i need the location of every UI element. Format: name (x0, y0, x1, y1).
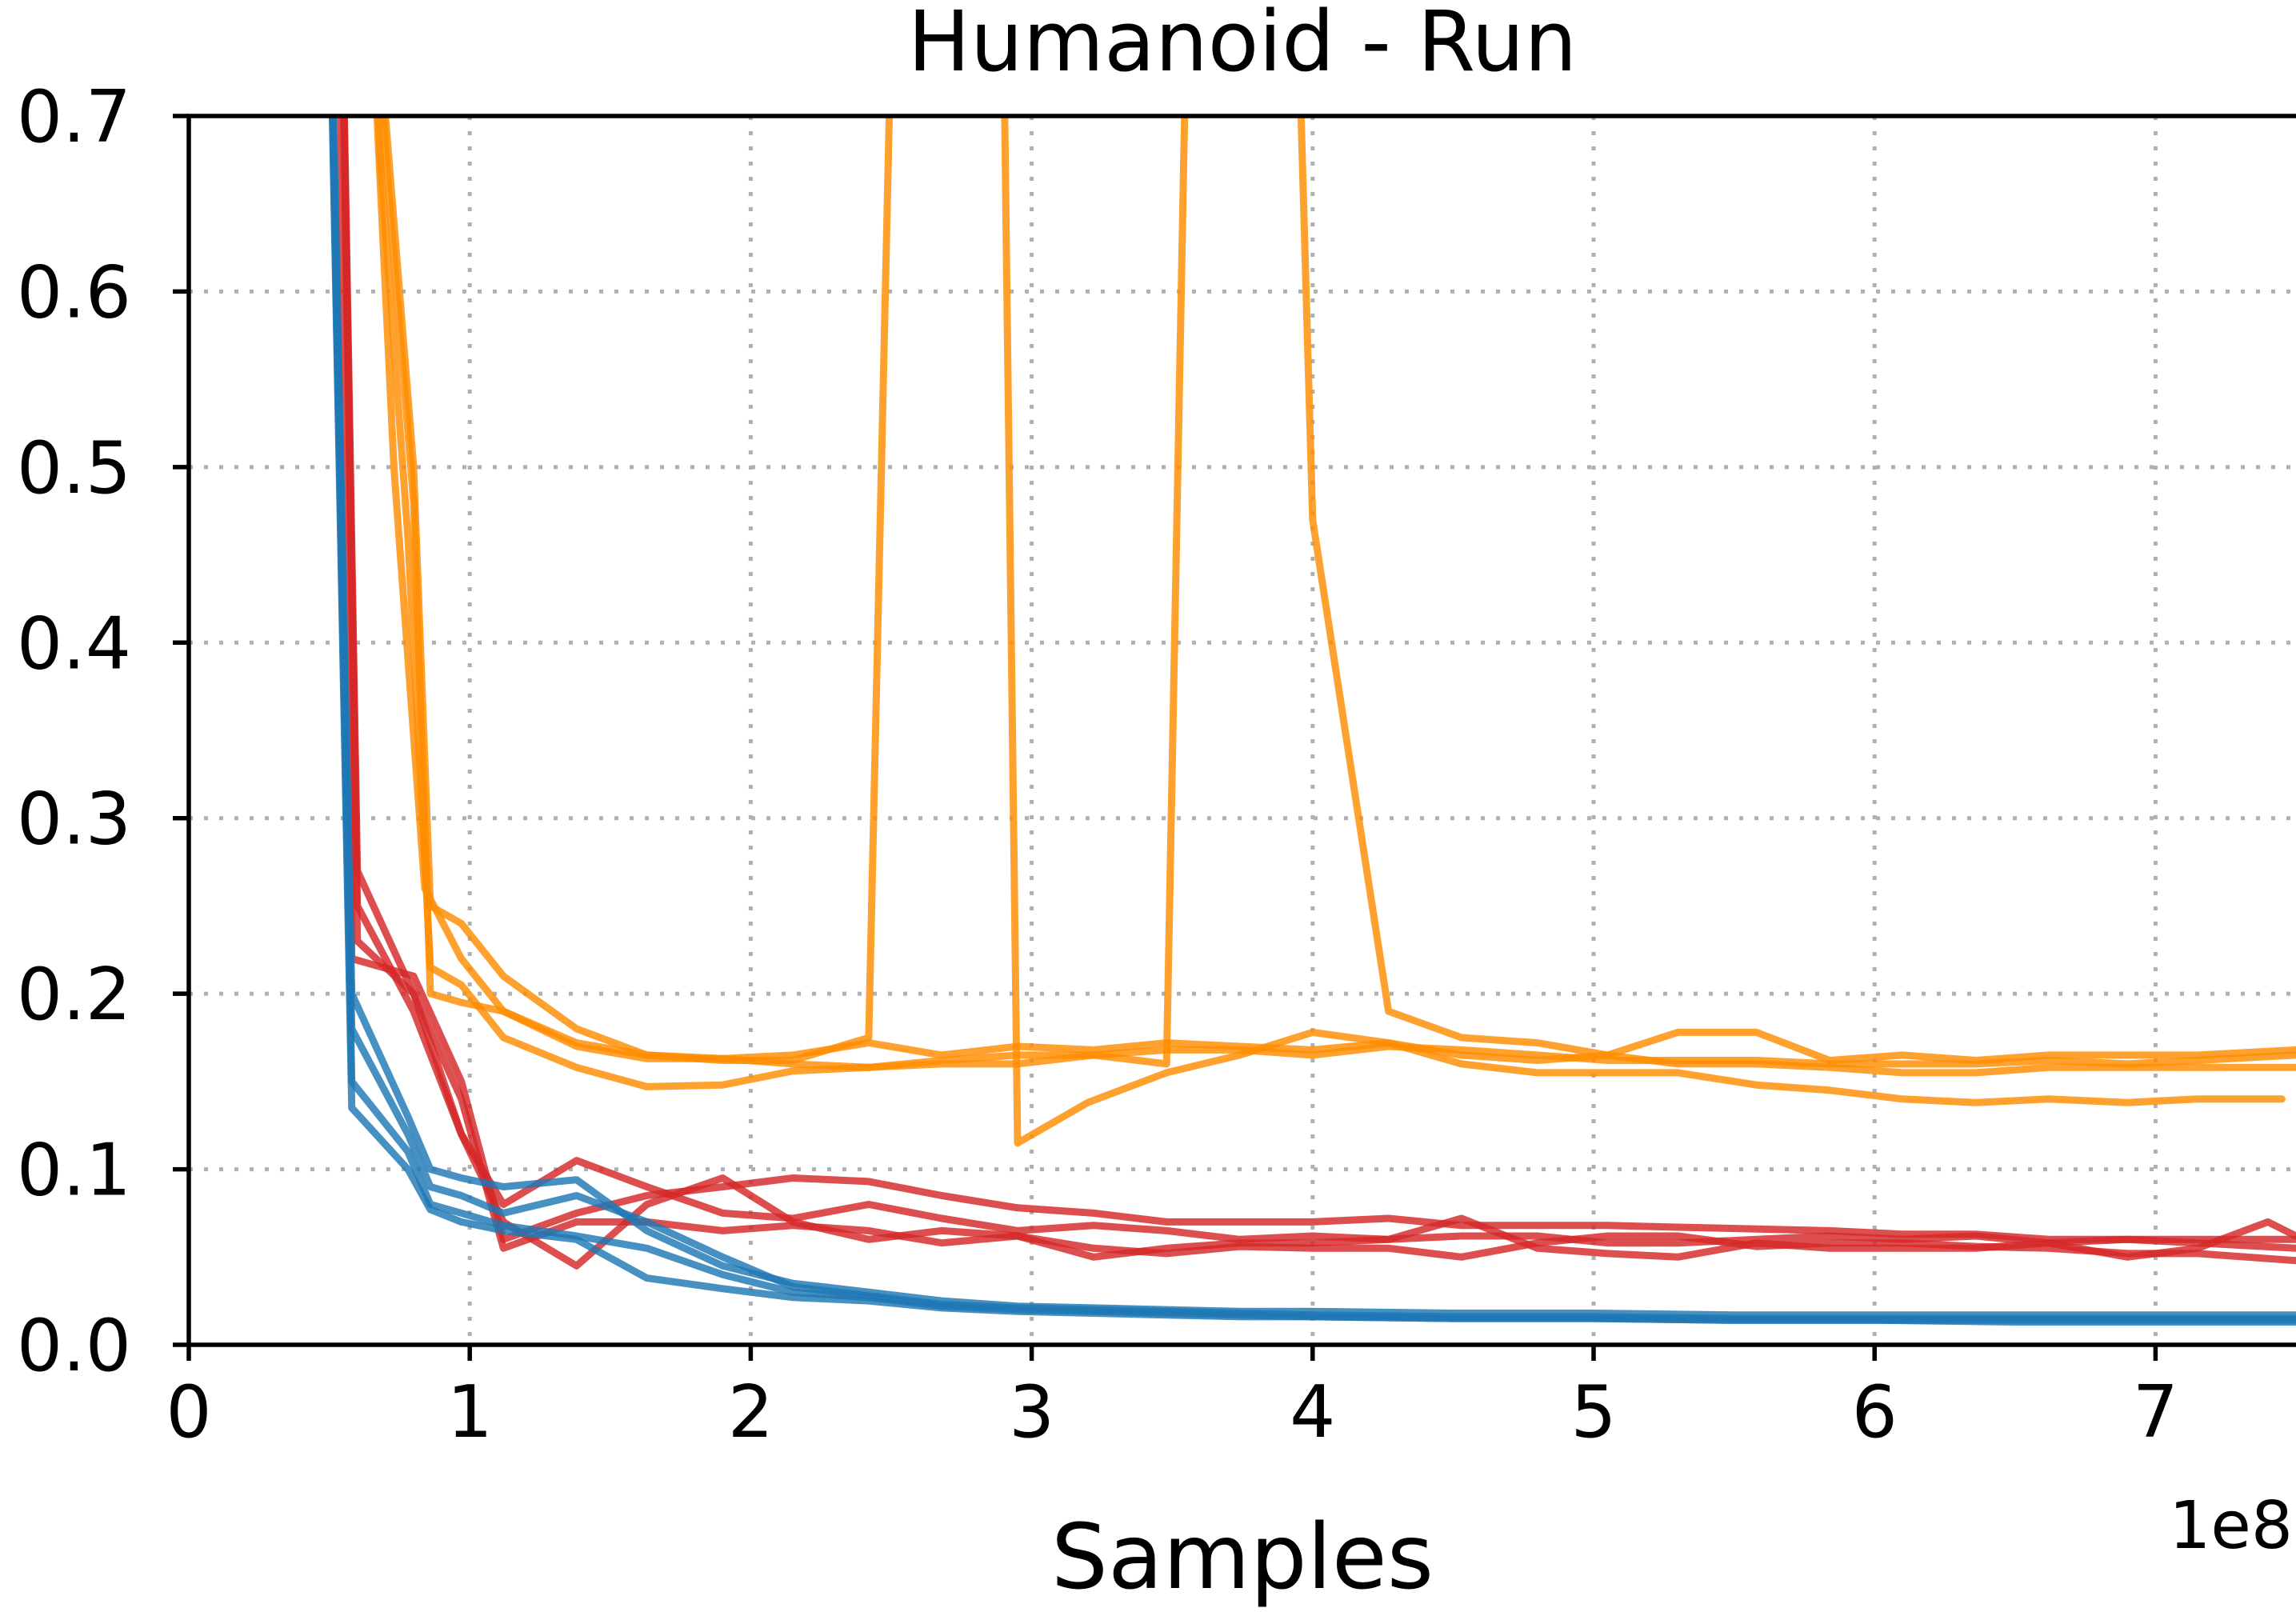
x-tick-label-2: 2 (728, 1370, 774, 1454)
y-tick-label-4: 0.4 (17, 602, 131, 686)
y-tick-label-7: 0.7 (17, 75, 131, 159)
y-axis-ticks: 0.0 0.1 0.2 0.3 0.4 0.5 0.6 0.7 (17, 75, 189, 1388)
x-axis-offset-label: 1e8 (2169, 1488, 2293, 1564)
series-line-3 (380, 116, 2286, 1147)
y-tick-label-0: 0.0 (17, 1304, 131, 1388)
x-tick-label-1: 1 (447, 1370, 493, 1454)
y-tick-label-6: 0.6 (17, 250, 131, 334)
y-tick-label-2: 0.2 (17, 953, 131, 1037)
x-tick-label-3: 3 (1009, 1370, 1054, 1454)
x-tick-label-5: 5 (1570, 1370, 1616, 1454)
series-line-12 (329, 116, 2296, 1322)
x-tick-label-7: 7 (2133, 1370, 2178, 1454)
series-line-5 (337, 116, 2296, 1243)
series-line-2 (382, 116, 2296, 1064)
x-tick-label-4: 4 (1290, 1370, 1335, 1454)
x-tick-label-6: 6 (1852, 1370, 1898, 1454)
y-tick-label-5: 0.5 (17, 426, 131, 510)
y-tick-label-3: 0.3 (17, 778, 131, 862)
series-line-4 (374, 116, 2296, 1090)
y-tick-label-1: 0.1 (17, 1129, 131, 1213)
grid (189, 114, 2296, 1345)
series-line-1 (373, 116, 2296, 1071)
axis-frame (186, 114, 2296, 1347)
x-axis-label: Samples (1051, 1506, 1434, 1610)
chart-title: Humanoid - Run (908, 0, 1578, 90)
x-tick-label-0: 0 (166, 1370, 211, 1454)
series-group (328, 116, 2296, 1326)
x-axis-ticks: 0 1 2 3 4 5 6 7 (166, 1345, 2178, 1454)
axes (186, 114, 2296, 1347)
